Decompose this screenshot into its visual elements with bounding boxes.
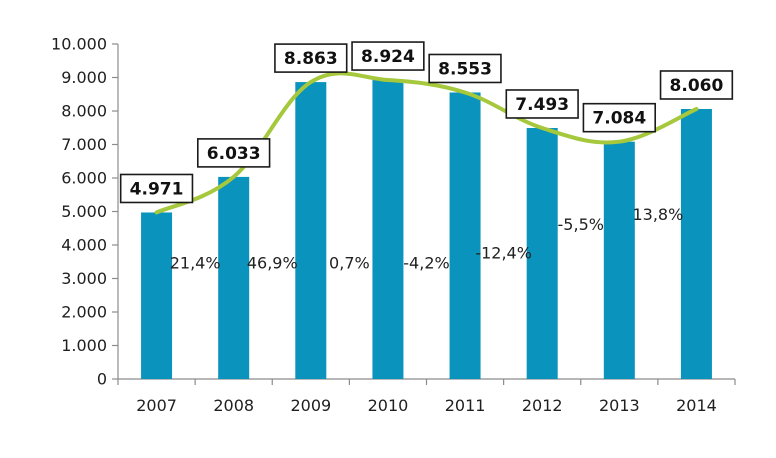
growth-label: 13,8% bbox=[632, 205, 683, 224]
y-tick-label: 0 bbox=[97, 370, 107, 389]
y-tick-label: 3.000 bbox=[61, 269, 107, 288]
value-label-box bbox=[274, 43, 348, 73]
value-label-box bbox=[505, 89, 579, 119]
value-label-text: 8.924 bbox=[361, 47, 415, 67]
x-tick-label: 2009 bbox=[290, 396, 331, 415]
bar bbox=[295, 82, 327, 379]
bar bbox=[603, 141, 635, 379]
x-tick-label: 2011 bbox=[445, 396, 486, 415]
value-label: 8.924 bbox=[351, 41, 425, 71]
y-tick-label: 8.000 bbox=[61, 102, 107, 121]
value-label-box bbox=[351, 41, 425, 71]
value-label-text: 7.493 bbox=[515, 95, 569, 115]
value-label: 7.493 bbox=[505, 89, 579, 119]
value-label: 4.971 bbox=[119, 173, 194, 204]
value-label-text: 8.553 bbox=[438, 59, 492, 79]
y-tick-label: 6.000 bbox=[61, 169, 107, 188]
value-label-box bbox=[428, 53, 502, 84]
value-label-text: 4.971 bbox=[130, 179, 184, 199]
axes: 0 1.000 2.000 3.000 4.000 5.000 6.000 7.000 8.00… bbox=[51, 35, 736, 415]
bars bbox=[141, 80, 712, 380]
y-tick-label: 10.000 bbox=[51, 35, 107, 54]
value-label-text: 8.060 bbox=[670, 76, 724, 96]
value-label: 8.060 bbox=[659, 70, 734, 100]
growth-label: 46,9% bbox=[247, 253, 298, 272]
trend-line-layer bbox=[154, 71, 699, 215]
bar bbox=[449, 92, 481, 380]
value-labels: 4.971 6.033 8.863 8.924 8.553 7.493 7.084 8.060 bbox=[119, 41, 734, 204]
value-label-text: 8.863 bbox=[284, 49, 338, 69]
value-label: 8.863 bbox=[274, 43, 348, 73]
y-tick-label: 4.000 bbox=[61, 236, 107, 255]
value-label-text: 6.033 bbox=[207, 144, 261, 164]
x-tick-label: 2012 bbox=[522, 396, 563, 415]
trend-line bbox=[154, 71, 699, 215]
growth-label: -12,4% bbox=[475, 243, 532, 262]
x-tick-label: 2013 bbox=[599, 396, 640, 415]
x-tick-label: 2014 bbox=[676, 396, 717, 415]
bar bbox=[372, 80, 404, 380]
value-label-box bbox=[659, 70, 734, 100]
value-label: 8.553 bbox=[428, 53, 502, 84]
value-label-box bbox=[196, 138, 271, 168]
value-label-text: 7.084 bbox=[592, 109, 646, 129]
value-label: 6.033 bbox=[196, 138, 271, 168]
growth-label: 0,7% bbox=[329, 253, 370, 272]
value-label: 7.084 bbox=[582, 102, 657, 133]
bar bbox=[526, 127, 558, 379]
bar bbox=[218, 176, 250, 379]
y-tick-label: 9.000 bbox=[61, 68, 107, 87]
value-label-box bbox=[582, 102, 657, 133]
x-tick-label: 2008 bbox=[213, 396, 254, 415]
growth-label: -5,5% bbox=[558, 215, 604, 234]
y-tick-label: 5.000 bbox=[61, 202, 107, 221]
y-tick-label: 2.000 bbox=[61, 303, 107, 322]
bar bbox=[680, 108, 712, 380]
y-tick-label: 1.000 bbox=[61, 336, 107, 355]
x-tick-label: 2007 bbox=[136, 396, 177, 415]
y-tick-label: 7.000 bbox=[61, 135, 107, 154]
growth-labels: 21,4% 46,9% 0,7% -4,2% -12,4% -5,5% 13,8% bbox=[170, 205, 684, 273]
bar bbox=[141, 212, 173, 379]
value-label-box bbox=[119, 173, 194, 204]
growth-label: 21,4% bbox=[170, 253, 221, 272]
x-tick-label: 2010 bbox=[368, 396, 409, 415]
growth-label: -4,2% bbox=[403, 253, 449, 272]
